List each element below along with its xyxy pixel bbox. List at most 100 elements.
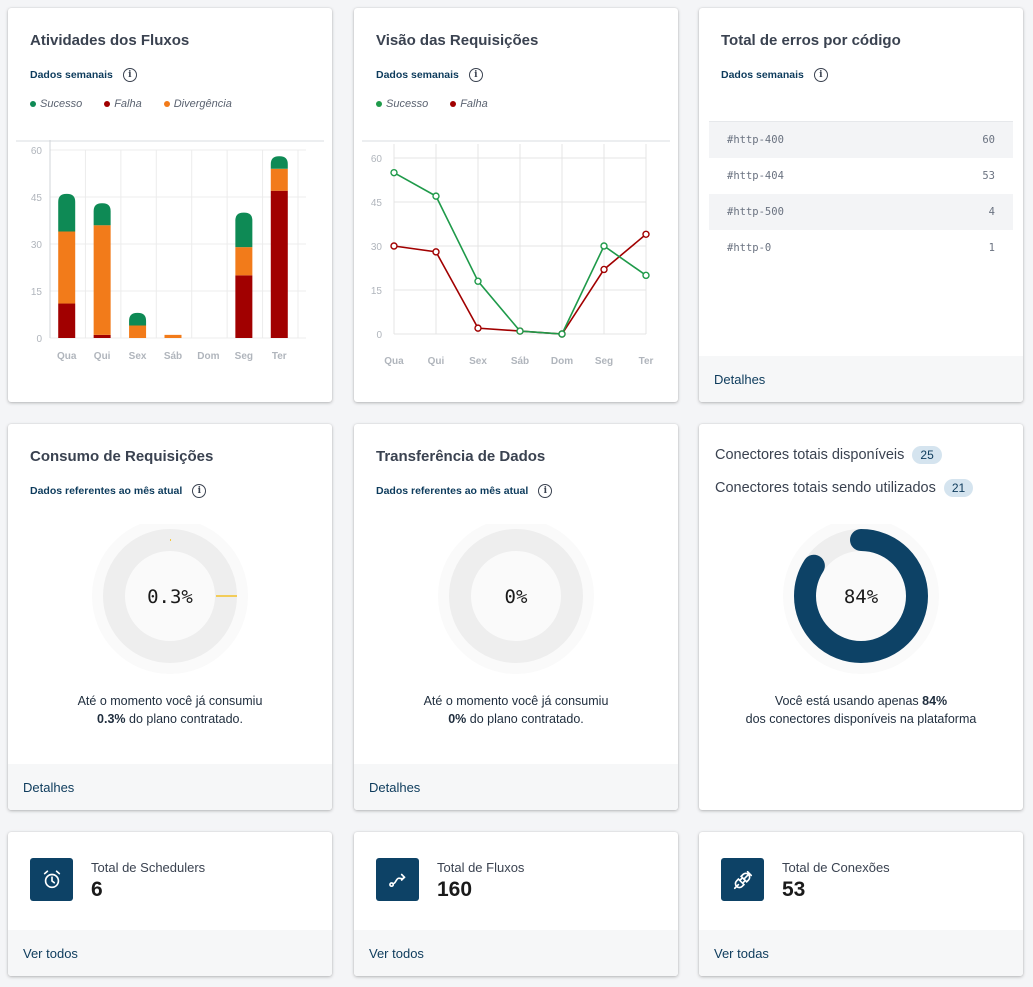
donut-progress [794,529,928,663]
y-tick-label: 30 [371,242,383,253]
consumption-details-link[interactable]: Detalhes [23,779,75,795]
transfer-subtitle-text: Dados referentes ao mês atual [376,485,529,497]
data-point [642,271,650,280]
transfer-subtitle: Dados referentes ao mês atual i [376,484,553,498]
errors-footer: Detalhes [699,356,1023,402]
errors-details-link[interactable]: Detalhes [714,371,766,387]
desc-line1: Até o momento você já consumiu [77,694,263,708]
x-tick-label: Sex [129,351,147,362]
x-tick-label: Ter [639,356,654,367]
info-icon[interactable]: i [122,68,137,82]
legend-label: Sucesso [40,98,83,110]
connections-footer: Ver todas [699,930,1023,976]
consumption-donut-svg: 0.3% [92,518,248,674]
plug-icon [721,858,764,901]
connectors-donut-svg: 84% [783,518,939,674]
transfer-details-link[interactable]: Detalhes [369,779,421,795]
legend-item-success[interactable]: Sucesso [376,98,428,110]
x-tick-label: Qua [57,351,77,362]
info-icon[interactable]: i [538,484,553,498]
info-icon[interactable]: i [192,484,207,498]
activities-subtitle: Dados semanais i [30,68,137,82]
bar-segment [164,334,182,338]
table-row[interactable]: #http-500 4 [709,194,1013,230]
requests-view-legend: Sucesso Falha [376,98,488,110]
legend-item-failure[interactable]: Falha [104,98,142,110]
info-icon[interactable]: i [468,68,483,82]
x-tick-label: Seg [595,356,613,367]
x-tick-label: Seg [235,351,253,362]
x-tick-label: Ter [272,351,287,362]
desc-bold: 0% [448,712,467,726]
errors-subtitle: Dados semanais i [721,68,828,82]
data-point [600,265,608,274]
bar-segment [235,247,253,276]
activities-title: Atividades dos Fluxos [30,32,190,49]
transfer-donut: 0% [354,518,678,714]
error-count: 53 [982,170,995,182]
table-row[interactable]: #http-404 53 [709,158,1013,194]
legend-dot-failure [450,101,457,107]
connections-value: 53 [782,878,806,901]
flows-label: Total de Fluxos [437,860,525,875]
schedulers-footer: Ver todos [8,930,332,976]
errors-subtitle-text: Dados semanais [721,69,804,81]
desc-pre: Você está usando apenas [774,694,923,708]
data-point [516,327,524,335]
data-point [390,168,398,177]
legend-dot-divergence [163,101,170,107]
data-point [558,330,566,338]
transfer-card: Transferência de Dados Dados referentes … [354,424,678,810]
y-tick-label: 45 [371,198,383,209]
error-code: #http-404 [727,170,784,182]
connections-view-all-link[interactable]: Ver todas [714,945,769,961]
schedulers-view-all-link[interactable]: Ver todos [23,945,78,961]
consumption-card: Consumo de Requisições Dados referentes … [8,424,332,810]
bar-segment [58,303,76,338]
consumption-footer: Detalhes [8,764,332,810]
desc-bold: 84% [922,694,948,708]
y-tick-label: 30 [31,240,43,251]
consumption-description: Até o momento você já consumiu 0.3% do p… [8,692,332,728]
activities-legend: Sucesso Falha Divergência [30,98,232,110]
x-tick-label: Sáb [164,351,182,362]
desc-line2-wrap: 0% do plano contratado. [354,710,678,728]
bar-segment [129,325,147,338]
desc-line2: do plano contratado. [125,712,243,726]
transfer-description: Até o momento você já consumiu 0% do pla… [354,692,678,728]
donut-value: 0% [505,586,528,608]
table-row[interactable]: #http-0 1 [709,230,1013,266]
desc-line1-wrap: Você está usando apenas 84% [699,692,1023,710]
x-tick-label: Qui [94,351,111,362]
connectors-card: Conectores totais disponíveis 25 Conecto… [699,424,1023,810]
table-row[interactable]: #http-400 60 [709,122,1013,158]
y-tick-label: 0 [376,330,382,341]
schedulers-value: 6 [91,878,103,901]
bar-segment [270,190,288,338]
connectors-used-badge: 21 [943,479,974,497]
legend-item-divergence[interactable]: Divergência [163,98,232,110]
x-tick-label: Sáb [511,356,529,367]
data-point [474,324,482,332]
legend-item-success[interactable]: Sucesso [30,98,82,110]
requests-view-card: Visão das Requisições Dados semanais i S… [354,8,678,402]
data-point [432,192,440,200]
x-tick-label: Dom [551,356,573,367]
x-tick-label: Qui [428,356,445,367]
activities-bar-chart: 60 45 30 15 0 Qua Qui Sex Sáb Dom Seg Ter [16,140,324,362]
y-tick-label: 45 [31,193,43,204]
legend-item-failure[interactable]: Falha [450,98,488,110]
bar-segment [58,193,76,232]
connectors-available: Conectores totais disponíveis 25 [715,446,942,464]
bar-segment [93,203,111,226]
connectors-available-label: Conectores totais disponíveis [715,447,905,463]
connectors-donut: 84% [699,518,1023,714]
donut-value: 84% [844,586,879,608]
connections-label: Total de Conexões [782,860,890,875]
y-tick-label: 60 [371,154,383,165]
connections-card: Total de Conexões 53 Ver todas [699,832,1023,976]
error-count: 4 [988,206,995,218]
bar-segment [235,212,253,248]
flows-view-all-link[interactable]: Ver todos [369,945,424,961]
info-icon[interactable]: i [813,68,828,82]
